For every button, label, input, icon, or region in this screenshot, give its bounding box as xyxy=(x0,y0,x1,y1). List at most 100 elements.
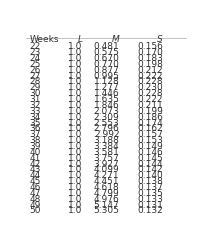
Text: 0.153: 0.153 xyxy=(137,136,163,145)
Text: 44: 44 xyxy=(29,171,41,180)
Text: 42: 42 xyxy=(29,159,41,169)
Text: 3.188: 3.188 xyxy=(94,136,120,145)
Text: 26: 26 xyxy=(29,66,41,75)
Text: 5.147: 5.147 xyxy=(94,201,120,210)
Text: 1.846: 1.846 xyxy=(94,101,120,110)
Text: 4.271: 4.271 xyxy=(94,171,120,180)
Text: 0.142: 0.142 xyxy=(137,166,163,174)
Text: 1.0: 1.0 xyxy=(68,101,82,110)
Text: 1.0: 1.0 xyxy=(68,83,82,92)
Text: 0.133: 0.133 xyxy=(137,195,163,204)
Text: 1.0: 1.0 xyxy=(68,159,82,169)
Text: 50: 50 xyxy=(29,206,41,215)
Text: 3.927: 3.927 xyxy=(94,159,120,169)
Text: 3.581: 3.581 xyxy=(94,148,120,157)
Text: 0.186: 0.186 xyxy=(137,113,163,122)
Text: 0.877: 0.877 xyxy=(94,66,120,75)
Text: Weeks: Weeks xyxy=(29,35,59,44)
Text: 1.0: 1.0 xyxy=(68,201,82,210)
Text: 1.0: 1.0 xyxy=(68,60,82,69)
Text: 2.796: 2.796 xyxy=(94,124,120,133)
Text: 0.174: 0.174 xyxy=(137,119,163,128)
Text: 1.0: 1.0 xyxy=(68,77,82,86)
Text: 24: 24 xyxy=(29,54,41,63)
Text: 1.0: 1.0 xyxy=(68,142,82,151)
Text: 0.156: 0.156 xyxy=(137,42,163,51)
Text: 29: 29 xyxy=(29,83,41,92)
Text: 30: 30 xyxy=(29,89,41,98)
Text: 36: 36 xyxy=(29,124,41,133)
Text: 1.0: 1.0 xyxy=(68,154,82,163)
Text: 48: 48 xyxy=(29,195,41,204)
Text: 0.137: 0.137 xyxy=(137,183,163,192)
Text: 37: 37 xyxy=(29,130,41,139)
Text: 1.0: 1.0 xyxy=(68,183,82,192)
Text: 1.0: 1.0 xyxy=(68,54,82,63)
Text: 0.222: 0.222 xyxy=(137,72,163,81)
Text: 39: 39 xyxy=(29,142,41,151)
Text: 1.0: 1.0 xyxy=(68,148,82,157)
Text: L: L xyxy=(77,35,82,44)
Text: 1.0: 1.0 xyxy=(68,189,82,198)
Text: 1.0: 1.0 xyxy=(68,206,82,215)
Text: 3.757: 3.757 xyxy=(94,154,120,163)
Text: 1.0: 1.0 xyxy=(68,95,82,104)
Text: 0.228: 0.228 xyxy=(137,77,163,86)
Text: M: M xyxy=(112,35,120,44)
Text: S: S xyxy=(157,35,163,44)
Text: 0.149: 0.149 xyxy=(137,142,163,151)
Text: 0.198: 0.198 xyxy=(137,60,163,69)
Text: 1.0: 1.0 xyxy=(68,66,82,75)
Text: 0.670: 0.670 xyxy=(94,54,120,63)
Text: 0.140: 0.140 xyxy=(137,171,163,180)
Text: 0.157: 0.157 xyxy=(137,130,163,139)
Text: 47: 47 xyxy=(29,189,41,198)
Text: 0.144: 0.144 xyxy=(137,159,163,169)
Text: 33: 33 xyxy=(29,107,41,116)
Text: 41: 41 xyxy=(29,154,41,163)
Text: 4.799: 4.799 xyxy=(94,189,120,198)
Text: 2.073: 2.073 xyxy=(94,107,120,116)
Text: 0.132: 0.132 xyxy=(137,206,163,215)
Text: 0.770: 0.770 xyxy=(94,60,120,69)
Text: 46: 46 xyxy=(29,183,41,192)
Text: 1.0: 1.0 xyxy=(68,42,82,51)
Text: 43: 43 xyxy=(29,166,41,174)
Text: 0.145: 0.145 xyxy=(137,154,163,163)
Text: 0.131: 0.131 xyxy=(137,201,163,210)
Text: 45: 45 xyxy=(29,177,41,186)
Text: 1.446: 1.446 xyxy=(94,89,120,98)
Text: 40: 40 xyxy=(29,148,41,157)
Text: 27: 27 xyxy=(29,72,41,81)
Text: 4.451: 4.451 xyxy=(94,177,120,186)
Text: 0.138: 0.138 xyxy=(137,177,163,186)
Text: 1.0: 1.0 xyxy=(68,72,82,81)
Text: 31: 31 xyxy=(29,95,41,104)
Text: 1.0: 1.0 xyxy=(68,107,82,116)
Text: 3.384: 3.384 xyxy=(94,142,120,151)
Text: 0.228: 0.228 xyxy=(137,89,163,98)
Text: 1.0: 1.0 xyxy=(68,119,82,128)
Text: 35: 35 xyxy=(29,119,41,128)
Text: 34: 34 xyxy=(29,113,41,122)
Text: 0.170: 0.170 xyxy=(137,48,163,57)
Text: 38: 38 xyxy=(29,136,41,145)
Text: 25: 25 xyxy=(29,60,41,69)
Text: 22: 22 xyxy=(29,42,41,51)
Text: 4.976: 4.976 xyxy=(94,195,120,204)
Text: 0.481: 0.481 xyxy=(94,42,120,51)
Text: 1.0: 1.0 xyxy=(68,113,82,122)
Text: 0.211: 0.211 xyxy=(137,101,163,110)
Text: 2.992: 2.992 xyxy=(94,130,120,139)
Text: 2.553: 2.553 xyxy=(94,119,120,128)
Text: 5.305: 5.305 xyxy=(94,206,120,215)
Text: 1.0: 1.0 xyxy=(68,195,82,204)
Text: 49: 49 xyxy=(29,201,41,210)
Text: 1.0: 1.0 xyxy=(68,166,82,174)
Text: 0.135: 0.135 xyxy=(137,189,163,198)
Text: 1.128: 1.128 xyxy=(94,77,120,86)
Text: 1.0: 1.0 xyxy=(68,177,82,186)
Text: 0.230: 0.230 xyxy=(137,83,163,92)
Text: 23: 23 xyxy=(29,48,41,57)
Text: 2.309: 2.309 xyxy=(94,113,120,122)
